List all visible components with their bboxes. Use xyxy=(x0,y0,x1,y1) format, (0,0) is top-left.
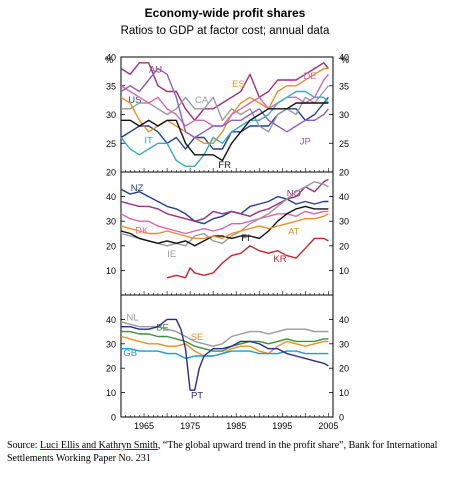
ytick-label-right: 10 xyxy=(339,266,349,276)
series-label-us: US xyxy=(128,95,141,106)
xtick-label: 1985 xyxy=(226,421,246,431)
series-line-nz xyxy=(120,188,329,225)
series-line-au xyxy=(120,62,329,122)
ytick-label-right: 25 xyxy=(339,139,349,149)
ytick-label-left: 35 xyxy=(106,81,116,91)
ytick-label-right: 40 xyxy=(339,53,349,63)
series-label-at: AT xyxy=(288,227,300,238)
ytick-label-right: 20 xyxy=(339,241,349,251)
ytick-label-left: 20 xyxy=(106,168,116,178)
ytick-label-left: 30 xyxy=(106,217,116,227)
series-line-no xyxy=(120,178,329,222)
ytick-label-left: 20 xyxy=(106,241,116,251)
ytick-label-right: 30 xyxy=(339,110,349,120)
ytick-label-right: 35 xyxy=(339,81,349,91)
series-line-jp xyxy=(120,67,329,139)
series-label-nl: NL xyxy=(126,313,138,324)
chart-title: Economy-wide profit shares xyxy=(144,6,306,20)
ytick-label-right: 0 xyxy=(339,413,344,423)
ytick-label-left: 25 xyxy=(106,139,116,149)
series-label-ca: CA xyxy=(195,95,209,106)
series-label-nz: NZ xyxy=(131,183,144,194)
series-line-de xyxy=(120,73,329,127)
ytick-label-right: 20 xyxy=(339,168,349,178)
series-line-ca xyxy=(121,85,329,133)
ytick-label-left: 40 xyxy=(106,192,116,202)
ytick-label-right: 40 xyxy=(339,315,349,325)
series-label-es: ES xyxy=(232,79,245,90)
source-note: Source: Luci Ellis and Kathryn Smith, “T… xyxy=(7,439,443,465)
top-panel: 20 20 25 25 30 30 35 35 40 40% % AU US CA ES DE JP IT FR xyxy=(105,53,349,178)
ytick-label-left: 0 xyxy=(111,413,116,423)
ytick-label-left: 10 xyxy=(106,388,116,398)
source-authors: Luci Ellis and Kathryn Smith xyxy=(40,440,158,451)
ytick-label-right: 30 xyxy=(339,217,349,227)
series-line-be xyxy=(121,330,329,352)
series-label-kr: KR xyxy=(273,254,286,265)
series-line-se xyxy=(120,335,329,357)
xtick-label: 1975 xyxy=(180,421,200,431)
ytick-label-right: 10 xyxy=(339,388,349,398)
series-label-de: DE xyxy=(303,71,316,82)
xtick-label: 1995 xyxy=(272,421,292,431)
ytick-label-right: 20 xyxy=(339,364,349,374)
bottom-panel-frame xyxy=(120,294,334,418)
ytick-label-left: 30 xyxy=(106,339,116,349)
xtick-label: 2005 xyxy=(318,421,338,431)
series-label-pt: PT xyxy=(191,391,203,402)
y-unit-left: % xyxy=(105,55,113,65)
ytick-label-right: 40 xyxy=(339,192,349,202)
source-prefix: Source: xyxy=(7,440,41,451)
ytick-label-left: 10 xyxy=(106,266,116,276)
series-line-dk xyxy=(120,210,329,235)
y-unit-right: % xyxy=(341,55,349,65)
ytick-label-left: 20 xyxy=(106,364,116,374)
series-label-ie: IE xyxy=(167,249,176,260)
source-rest: , “The global upward trend in the profit… xyxy=(7,440,438,464)
xtick-label: 1965 xyxy=(134,421,154,431)
series-label-gb: GB xyxy=(123,348,137,359)
ytick-label-left: 40 xyxy=(106,315,116,325)
ytick-label-left: 40 xyxy=(106,53,116,63)
series-line-it xyxy=(120,90,329,168)
series-line-fr xyxy=(121,102,329,162)
series-label-it: IT xyxy=(144,135,153,146)
series-label-fr: FR xyxy=(218,160,231,171)
series-label-fi: FI xyxy=(241,233,249,244)
series-line-pt xyxy=(121,318,329,391)
series-line-gb xyxy=(121,348,329,360)
chart-subtitle: Ratios to GDP at factor cost; annual dat… xyxy=(120,25,330,37)
bottom-panel: 0 0 10 10 20 20 30 30 40 40 NL BE SE GB PT 1965 1975 1985… xyxy=(106,294,349,431)
series-label-jp: JP xyxy=(300,136,311,147)
series-label-be: BE xyxy=(156,322,169,333)
series-line-at xyxy=(120,213,329,240)
series-label-se: SE xyxy=(191,332,204,343)
ytick-label-right: 30 xyxy=(339,339,349,349)
series-label-au: AU xyxy=(149,65,162,76)
series-line-kr xyxy=(166,237,329,279)
series-line-fi xyxy=(120,205,329,247)
ytick-label-left: 30 xyxy=(106,110,116,120)
